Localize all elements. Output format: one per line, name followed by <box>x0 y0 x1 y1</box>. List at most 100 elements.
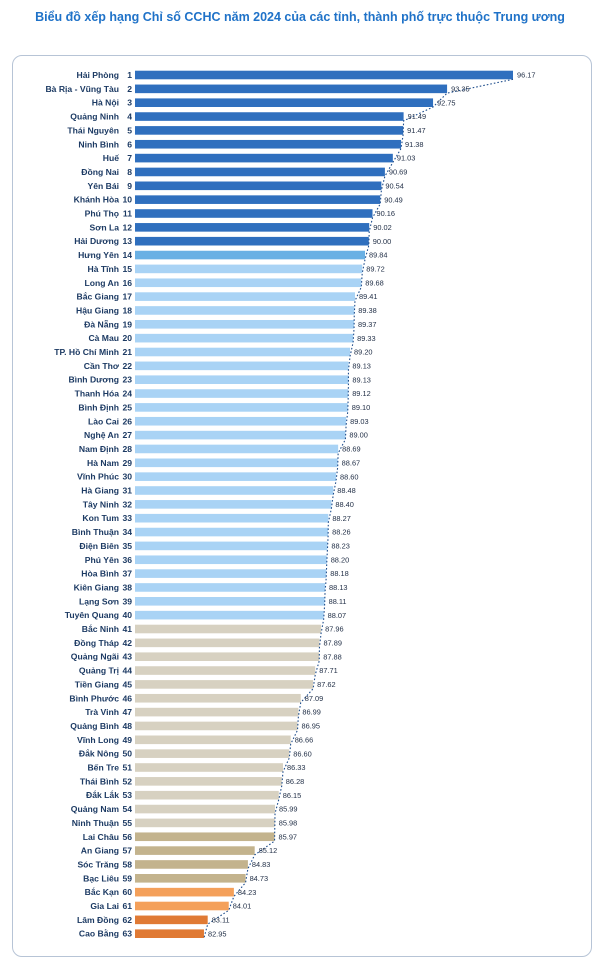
value-label-2: 93.35 <box>451 84 470 93</box>
category-label-35: Điện Biên <box>79 541 119 551</box>
category-label-40: Tuyên Quang <box>65 610 119 620</box>
category-label-53: Đắk Lắk <box>86 789 119 800</box>
category-label-61: Gia Lai <box>90 901 119 911</box>
value-label-27: 89.00 <box>349 431 368 440</box>
category-label-1: Hải Phòng <box>77 70 120 80</box>
value-label-8: 90.69 <box>389 168 408 177</box>
rank-label-47: 47 <box>122 707 132 717</box>
category-label-20: Cà Mau <box>88 333 119 343</box>
rank-label-19: 19 <box>122 319 132 329</box>
value-label-57: 85.12 <box>259 846 278 855</box>
bar-40 <box>135 610 324 620</box>
rank-label-37: 37 <box>122 569 132 579</box>
rank-label-16: 16 <box>122 278 132 288</box>
value-label-34: 88.26 <box>332 528 351 537</box>
value-label-43: 87.88 <box>323 652 342 661</box>
rank-label-34: 34 <box>122 527 132 537</box>
category-label-27: Nghệ An <box>84 430 119 440</box>
rank-label-45: 45 <box>122 679 132 689</box>
rank-label-59: 59 <box>122 873 132 883</box>
bar-15 <box>135 264 363 274</box>
value-label-16: 89.68 <box>365 278 384 287</box>
rank-label-6: 6 <box>127 139 132 149</box>
value-label-14: 89.84 <box>369 251 388 260</box>
category-label-19: Đà Nẵng <box>84 318 119 329</box>
category-label-17: Bắc Giang <box>76 291 119 302</box>
category-label-28: Nam Định <box>79 444 119 454</box>
value-label-55: 85.98 <box>279 819 298 828</box>
bar-12 <box>135 223 370 232</box>
category-label-30: Vĩnh Phúc <box>77 472 119 482</box>
value-label-33: 88.27 <box>332 514 351 523</box>
category-label-52: Thái Bình <box>80 776 119 786</box>
rank-label-61: 61 <box>122 901 132 911</box>
chart-frame: 1 Hải Phòng 2 Bà Rịa - Vũng Tàu 3 Hà Nội 4 Quản… <box>12 55 592 957</box>
value-label-24: 89.12 <box>352 389 371 398</box>
bar-14 <box>135 250 366 260</box>
bar-49 <box>135 735 291 745</box>
bar-2 <box>135 84 448 94</box>
value-label-54: 85.99 <box>279 805 298 814</box>
rank-label-26: 26 <box>122 416 132 426</box>
category-label-6: Ninh Bình <box>78 139 119 149</box>
category-label-7: Huế <box>103 153 119 163</box>
value-label-62: 83.11 <box>212 915 230 924</box>
rank-label-39: 39 <box>122 596 132 606</box>
rank-label-58: 58 <box>122 859 132 869</box>
bar-41 <box>135 624 322 634</box>
bar-37 <box>135 569 327 578</box>
rank-label-32: 32 <box>122 499 132 509</box>
bar-19 <box>135 320 355 329</box>
bar-33 <box>135 513 329 523</box>
rank-label-13: 13 <box>122 236 132 246</box>
category-label-36: Phú Yên <box>85 555 119 565</box>
value-label-4: 91.49 <box>408 112 427 121</box>
bar-46 <box>135 693 301 703</box>
category-label-21: TP. Hồ Chí Minh <box>54 347 119 357</box>
rank-label-12: 12 <box>122 222 132 232</box>
category-label-44: Quảng Trị <box>79 666 119 676</box>
rank-label-30: 30 <box>122 472 132 482</box>
rank-label-15: 15 <box>122 264 132 274</box>
category-label-54: Quảng Nam <box>71 804 120 814</box>
value-label-36: 88.20 <box>331 555 350 564</box>
value-label-5: 91.47 <box>407 126 426 135</box>
value-label-21: 89.20 <box>354 348 373 357</box>
trend-line <box>203 78 514 939</box>
bar-43 <box>135 652 320 661</box>
value-labels-group: 96.17 93.35 92.75 91.49 91.47 91.38 91.03 90.69… <box>208 71 536 939</box>
category-label-39: Lạng Sơn <box>79 596 119 606</box>
bar-54 <box>135 804 276 814</box>
value-label-22: 89.13 <box>352 361 371 370</box>
rank-label-43: 43 <box>122 652 132 662</box>
bar-13 <box>135 236 369 246</box>
category-label-29: Hà Nam <box>87 458 119 468</box>
value-label-49: 86.66 <box>295 735 314 744</box>
value-label-52: 86.28 <box>286 777 305 786</box>
category-label-50: Đắk Nông <box>79 748 119 759</box>
rank-label-60: 60 <box>122 887 132 897</box>
category-label-23: Bình Dương <box>68 375 119 385</box>
rank-label-22: 22 <box>122 361 132 371</box>
rank-label-38: 38 <box>122 582 132 592</box>
category-label-37: Hòa Bình <box>81 569 119 579</box>
value-label-11: 90.16 <box>377 209 396 218</box>
category-label-5: Thái Nguyên <box>67 125 119 135</box>
bar-50 <box>135 749 290 758</box>
value-label-29: 88.67 <box>342 458 361 467</box>
value-label-61: 84.01 <box>233 902 252 911</box>
category-label-33: Kon Tum <box>82 513 119 523</box>
category-label-3: Hà Nội <box>92 98 119 108</box>
bar-30 <box>135 472 337 481</box>
rank-label-31: 31 <box>122 486 132 496</box>
value-label-26: 89.03 <box>350 417 369 426</box>
value-label-30: 88.60 <box>340 472 359 481</box>
rank-label-5: 5 <box>127 125 132 135</box>
labels-group: 1 Hải Phòng 2 Bà Rịa - Vũng Tàu 3 Hà Nội 4 Quản… <box>45 70 132 939</box>
category-label-45: Tiền Giang <box>75 679 119 689</box>
rank-label-8: 8 <box>127 167 132 177</box>
bar-5 <box>135 126 404 135</box>
value-label-59: 84.73 <box>250 874 269 883</box>
rank-label-11: 11 <box>123 209 132 219</box>
category-label-16: Long An <box>84 278 119 288</box>
